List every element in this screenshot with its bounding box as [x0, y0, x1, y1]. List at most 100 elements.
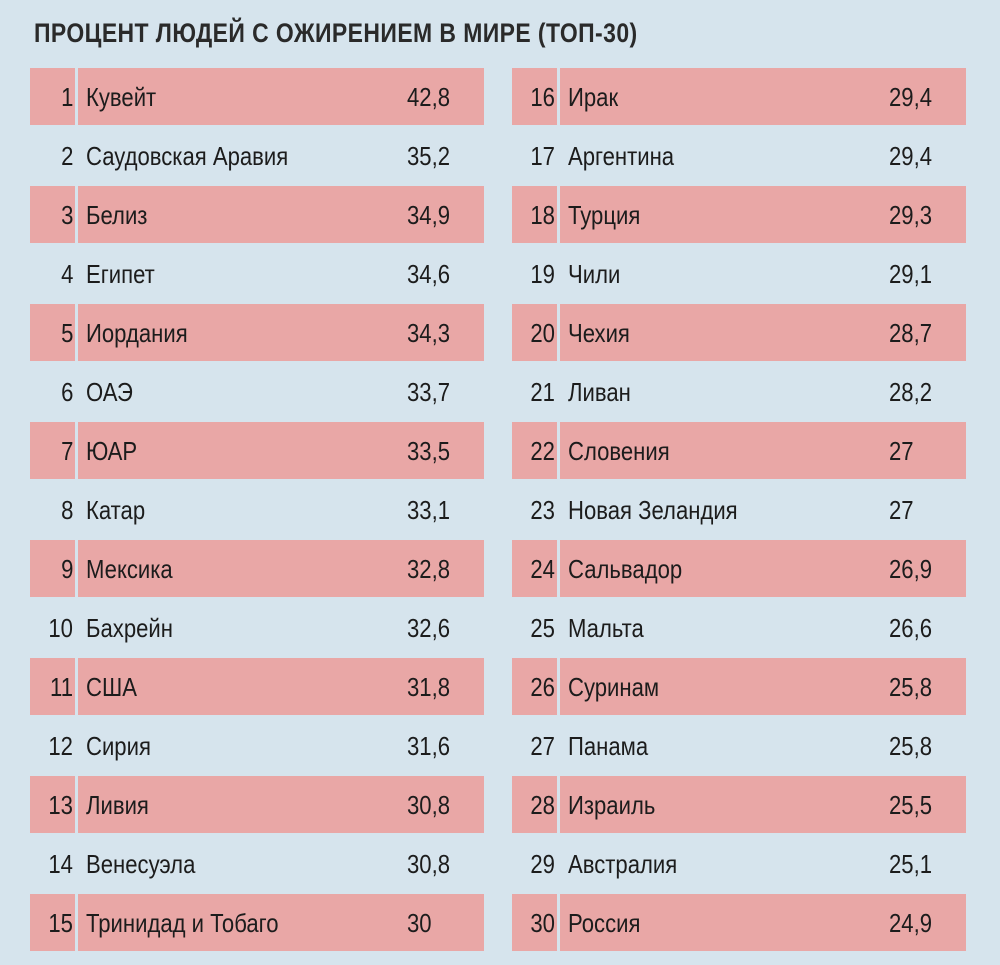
obesity-percent: 25,8: [889, 658, 940, 715]
obesity-percent: 29,1: [889, 245, 940, 302]
obesity-percent: 32,8: [407, 540, 458, 597]
country-name: Венесуэла: [78, 835, 484, 892]
country-name-text: Тринидад и Тобаго: [86, 908, 279, 938]
rank-text: 18: [530, 200, 555, 230]
country-name-text: Ирак: [568, 82, 619, 112]
rank-text: 16: [530, 82, 555, 112]
country-name-text: Чили: [568, 259, 621, 289]
obesity-percent: 26,9: [889, 540, 940, 597]
obesity-percent-text: 34,3: [407, 318, 451, 348]
rank: 29: [512, 835, 557, 892]
obesity-percent-text: 34,6: [407, 259, 451, 289]
country-name-text: Россия: [568, 908, 641, 938]
country-name-text: Ливия: [86, 790, 149, 820]
country-name: Сирия: [78, 717, 484, 774]
rank-text: 11: [50, 672, 73, 702]
obesity-percent: 28,2: [889, 363, 940, 420]
rank: 2: [30, 127, 75, 184]
obesity-percent: 31,6: [407, 717, 458, 774]
rank: 17: [512, 127, 557, 184]
rank: 3: [30, 186, 75, 243]
obesity-percent: 33,1: [407, 481, 458, 538]
obesity-percent-text: 30: [407, 908, 432, 938]
rank-text: 15: [48, 908, 73, 938]
rank: 14: [30, 835, 75, 892]
rank: 20: [512, 304, 557, 361]
rank-text: 5: [60, 318, 73, 348]
obesity-percent: 32,6: [407, 599, 458, 656]
table-row: 9 Мексика 32,8: [30, 540, 484, 599]
obesity-percent-text: 31,8: [407, 672, 451, 702]
obesity-percent: 30,8: [407, 776, 458, 833]
obesity-percent: 42,8: [407, 68, 458, 125]
rank-text: 14: [48, 849, 73, 879]
country-name: Россия: [560, 894, 966, 951]
rank-text: 26: [530, 672, 555, 702]
country-name-text: ОАЭ: [86, 377, 133, 407]
table-row: 21 Ливан 28,2: [512, 363, 966, 422]
rank-text: 22: [530, 436, 555, 466]
rank: 21: [512, 363, 557, 420]
country-name: Ливия: [78, 776, 484, 833]
rank-text: 30: [530, 908, 555, 938]
obesity-percent: 33,5: [407, 422, 458, 479]
obesity-percent: 29,4: [889, 127, 940, 184]
rank: 18: [512, 186, 557, 243]
obesity-percent: 31,8: [407, 658, 458, 715]
country-name-text: Катар: [86, 495, 146, 525]
rank-text: 24: [530, 554, 555, 584]
country-name: Новая Зеландия: [560, 481, 966, 538]
country-name-text: Египет: [86, 259, 155, 289]
table-row: 19 Чили 29,1: [512, 245, 966, 304]
country-name: Белиз: [78, 186, 484, 243]
country-name: Кувейт: [78, 68, 484, 125]
country-name: Иордания: [78, 304, 484, 361]
rank-text: 1: [60, 82, 73, 112]
obesity-percent: 34,6: [407, 245, 458, 302]
country-name-text: США: [86, 672, 137, 702]
rank: 4: [30, 245, 75, 302]
table-row: 22 Словения 27: [512, 422, 966, 481]
obesity-percent: 25,1: [889, 835, 940, 892]
rank: 1: [30, 68, 75, 125]
country-name-text: Суринам: [568, 672, 660, 702]
obesity-percent-text: 25,8: [889, 672, 933, 702]
country-name-text: Сальвадор: [568, 554, 683, 584]
country-name: Австралия: [560, 835, 966, 892]
rank-text: 21: [530, 377, 555, 407]
obesity-percent-text: 29,1: [889, 259, 933, 289]
obesity-percent-text: 28,2: [889, 377, 933, 407]
rank-text: 29: [530, 849, 555, 879]
table-row: 30 Россия 24,9: [512, 894, 966, 953]
table-row: 13 Ливия 30,8: [30, 776, 484, 835]
table-row: 8 Катар 33,1: [30, 481, 484, 540]
country-name-text: Словения: [568, 436, 670, 466]
country-name-text: Ливан: [568, 377, 631, 407]
obesity-percent-text: 29,4: [889, 141, 933, 171]
rank-text: 10: [48, 613, 73, 643]
rank: 10: [30, 599, 75, 656]
rank-text: 27: [530, 731, 555, 761]
table-row: 28 Израиль 25,5: [512, 776, 966, 835]
obesity-percent-text: 35,2: [407, 141, 451, 171]
rank-text: 23: [530, 495, 555, 525]
table-row: 4 Египет 34,6: [30, 245, 484, 304]
country-name-text: Бахрейн: [86, 613, 173, 643]
table-row: 14 Венесуэла 30,8: [30, 835, 484, 894]
rank-text: 4: [60, 259, 73, 289]
obesity-percent: 25,5: [889, 776, 940, 833]
table-row: 3 Белиз 34,9: [30, 186, 484, 245]
table-row: 7 ЮАР 33,5: [30, 422, 484, 481]
obesity-percent-text: 30,8: [407, 849, 451, 879]
country-name: Египет: [78, 245, 484, 302]
obesity-percent-text: 24,9: [889, 908, 933, 938]
title: ПРОЦЕНТ ЛЮДЕЙ С ОЖИРЕНИЕМ В МИРЕ (ТОП-30…: [34, 18, 638, 48]
table-row: 16 Ирак 29,4: [512, 68, 966, 127]
obesity-percent-text: 32,8: [407, 554, 451, 584]
country-name: Панама: [560, 717, 966, 774]
rank: 15: [30, 894, 75, 951]
rank: 13: [30, 776, 75, 833]
obesity-percent: 29,4: [889, 68, 940, 125]
rank-text: 25: [530, 613, 555, 643]
